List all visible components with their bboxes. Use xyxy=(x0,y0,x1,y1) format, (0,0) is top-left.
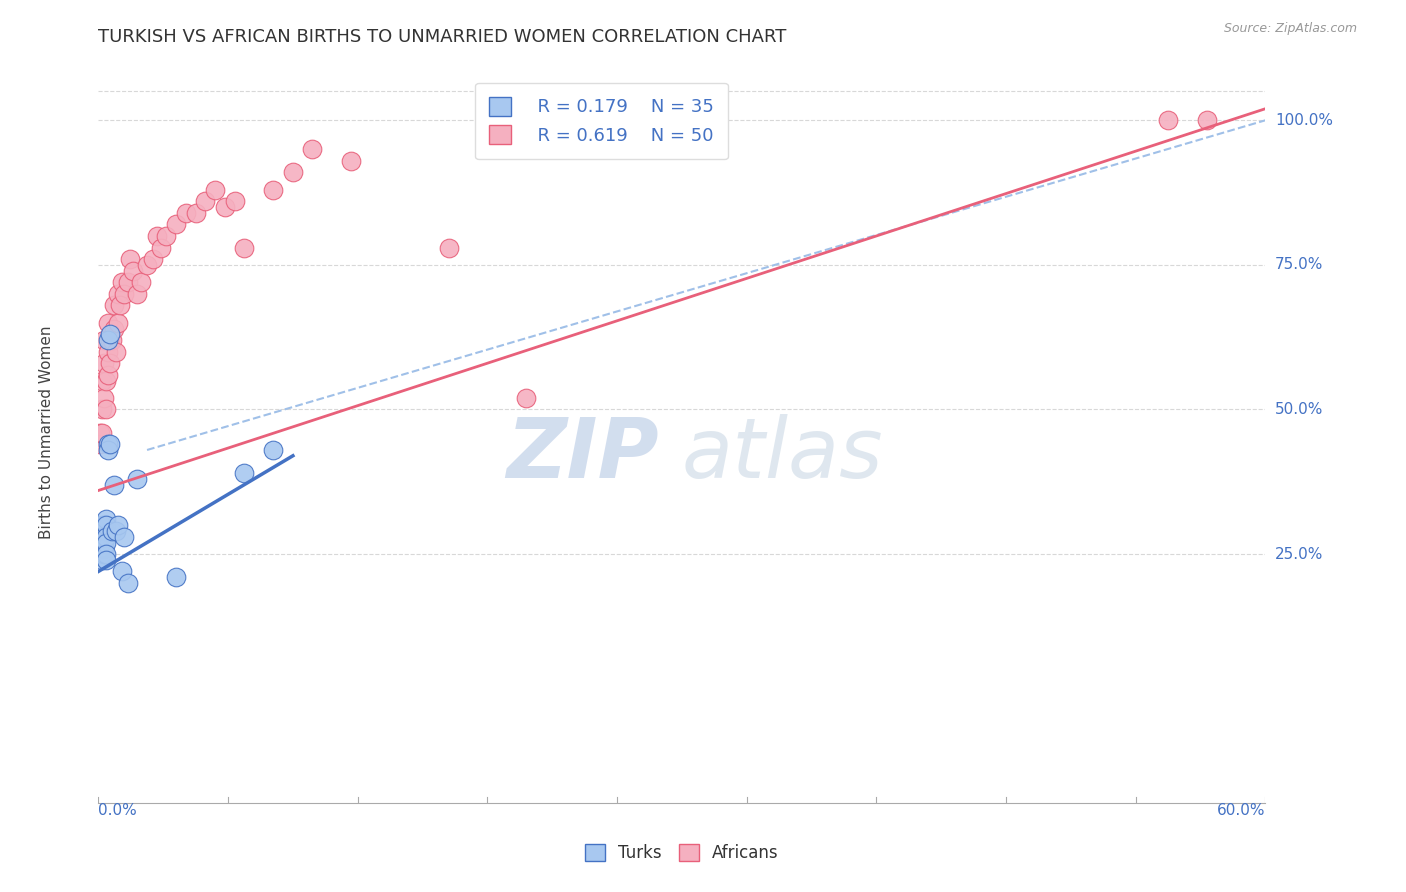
Point xyxy=(142,252,165,266)
Point xyxy=(112,286,135,301)
Text: ZIP: ZIP xyxy=(506,414,658,495)
Point xyxy=(91,425,114,440)
Text: 50.0%: 50.0% xyxy=(1275,402,1323,417)
Point xyxy=(262,183,284,197)
Point xyxy=(97,368,120,382)
Point xyxy=(97,442,120,457)
Point xyxy=(204,183,226,197)
Point xyxy=(262,442,284,457)
Text: 25.0%: 25.0% xyxy=(1275,547,1323,562)
Point xyxy=(93,530,115,544)
Point xyxy=(91,518,114,533)
Point xyxy=(93,547,115,561)
Point xyxy=(93,356,115,370)
Point xyxy=(122,263,145,277)
Point xyxy=(117,576,139,591)
Point xyxy=(233,240,256,254)
Point xyxy=(93,541,115,556)
Point xyxy=(101,333,124,347)
Point xyxy=(146,229,169,244)
Point xyxy=(91,535,114,549)
Point xyxy=(91,530,114,544)
Point xyxy=(281,165,304,179)
Point xyxy=(107,518,129,533)
Point xyxy=(108,298,131,312)
Point xyxy=(1157,113,1180,128)
Point xyxy=(127,286,149,301)
Point xyxy=(91,402,114,417)
Point xyxy=(107,286,129,301)
Text: TURKISH VS AFRICAN BIRTHS TO UNMARRIED WOMEN CORRELATION CHART: TURKISH VS AFRICAN BIRTHS TO UNMARRIED W… xyxy=(98,28,787,45)
Point xyxy=(91,553,114,567)
Point xyxy=(96,553,118,567)
Point xyxy=(93,535,115,549)
Point xyxy=(98,333,121,347)
Point xyxy=(224,194,246,209)
Point xyxy=(515,391,537,405)
Point xyxy=(97,316,120,330)
Point xyxy=(103,298,125,312)
Point xyxy=(97,333,120,347)
Point xyxy=(340,153,363,168)
Text: Source: ZipAtlas.com: Source: ZipAtlas.com xyxy=(1223,22,1357,36)
Point xyxy=(129,275,152,289)
Point xyxy=(194,194,217,209)
Point xyxy=(149,240,172,254)
Point xyxy=(93,518,115,533)
Point xyxy=(184,206,207,220)
Point xyxy=(101,524,124,538)
Point xyxy=(96,518,118,533)
Text: 60.0%: 60.0% xyxy=(1218,803,1265,818)
Point xyxy=(98,327,121,342)
Point xyxy=(136,258,159,272)
Point xyxy=(103,321,125,335)
Point xyxy=(98,356,121,370)
Point xyxy=(112,530,135,544)
Point xyxy=(97,344,120,359)
Point xyxy=(118,252,141,266)
Point xyxy=(174,206,197,220)
Point xyxy=(93,391,115,405)
Point xyxy=(98,437,121,451)
Point xyxy=(103,477,125,491)
Point xyxy=(91,374,114,388)
Point xyxy=(165,218,187,232)
Point xyxy=(1195,113,1218,128)
Point xyxy=(104,344,127,359)
Point xyxy=(155,229,177,244)
Point xyxy=(107,316,129,330)
Point xyxy=(117,275,139,289)
Point xyxy=(96,547,118,561)
Point xyxy=(111,275,134,289)
Text: atlas: atlas xyxy=(682,414,883,495)
Point xyxy=(437,240,460,254)
Point xyxy=(111,565,134,579)
Point xyxy=(91,541,114,556)
Text: Births to Unmarried Women: Births to Unmarried Women xyxy=(39,326,53,540)
Point xyxy=(301,142,323,156)
Point xyxy=(96,512,118,526)
Text: 75.0%: 75.0% xyxy=(1275,258,1323,272)
Point xyxy=(233,466,256,480)
Point xyxy=(214,200,236,214)
Legend: Turks, Africans: Turks, Africans xyxy=(578,837,786,869)
Point xyxy=(89,425,111,440)
Point xyxy=(91,547,114,561)
Point xyxy=(96,374,118,388)
Point xyxy=(104,524,127,538)
Point xyxy=(89,530,111,544)
Point xyxy=(89,437,111,451)
Point xyxy=(96,535,118,549)
Point xyxy=(127,472,149,486)
Point xyxy=(96,402,118,417)
Point xyxy=(89,541,111,556)
Text: 100.0%: 100.0% xyxy=(1275,112,1333,128)
Point xyxy=(96,530,118,544)
Point xyxy=(97,437,120,451)
Point xyxy=(93,333,115,347)
Text: 0.0%: 0.0% xyxy=(98,803,138,818)
Point xyxy=(165,570,187,584)
